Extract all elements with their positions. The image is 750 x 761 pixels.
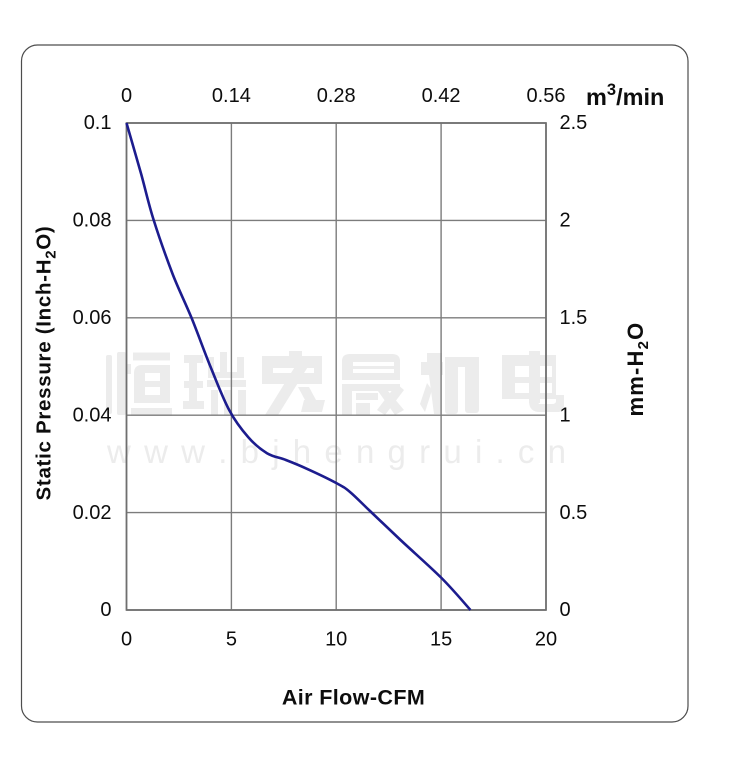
svg-text:0.56: 0.56 (527, 85, 566, 107)
svg-text:0.5: 0.5 (560, 502, 588, 524)
svg-text:15: 15 (430, 629, 452, 651)
svg-text:5: 5 (226, 629, 237, 651)
svg-text:Air Flow-CFM: Air Flow-CFM (282, 686, 425, 710)
svg-text:0.1: 0.1 (84, 112, 112, 134)
svg-text:0: 0 (121, 85, 132, 107)
svg-text:10: 10 (325, 629, 347, 651)
svg-text:0.28: 0.28 (317, 85, 356, 107)
svg-text:0.02: 0.02 (73, 502, 112, 524)
svg-text:0: 0 (121, 629, 132, 651)
svg-text:2.5: 2.5 (560, 112, 588, 134)
svg-text:0.06: 0.06 (73, 307, 112, 329)
svg-text:0: 0 (100, 599, 111, 621)
svg-text:0: 0 (560, 599, 571, 621)
svg-text:Static Pressure (Inch-H2O): Static Pressure (Inch-H2O) (33, 226, 60, 501)
svg-text:mm-H2O: mm-H2O (623, 322, 652, 417)
svg-text:m3/min: m3/min (586, 81, 664, 110)
svg-text:20: 20 (535, 629, 557, 651)
svg-text:0.08: 0.08 (73, 210, 112, 232)
svg-text:1: 1 (560, 404, 571, 426)
svg-text:0.04: 0.04 (73, 404, 112, 426)
svg-text:1.5: 1.5 (560, 307, 588, 329)
svg-text:0.14: 0.14 (212, 85, 251, 107)
svg-text:2: 2 (560, 210, 571, 232)
svg-text:0.42: 0.42 (422, 85, 461, 107)
